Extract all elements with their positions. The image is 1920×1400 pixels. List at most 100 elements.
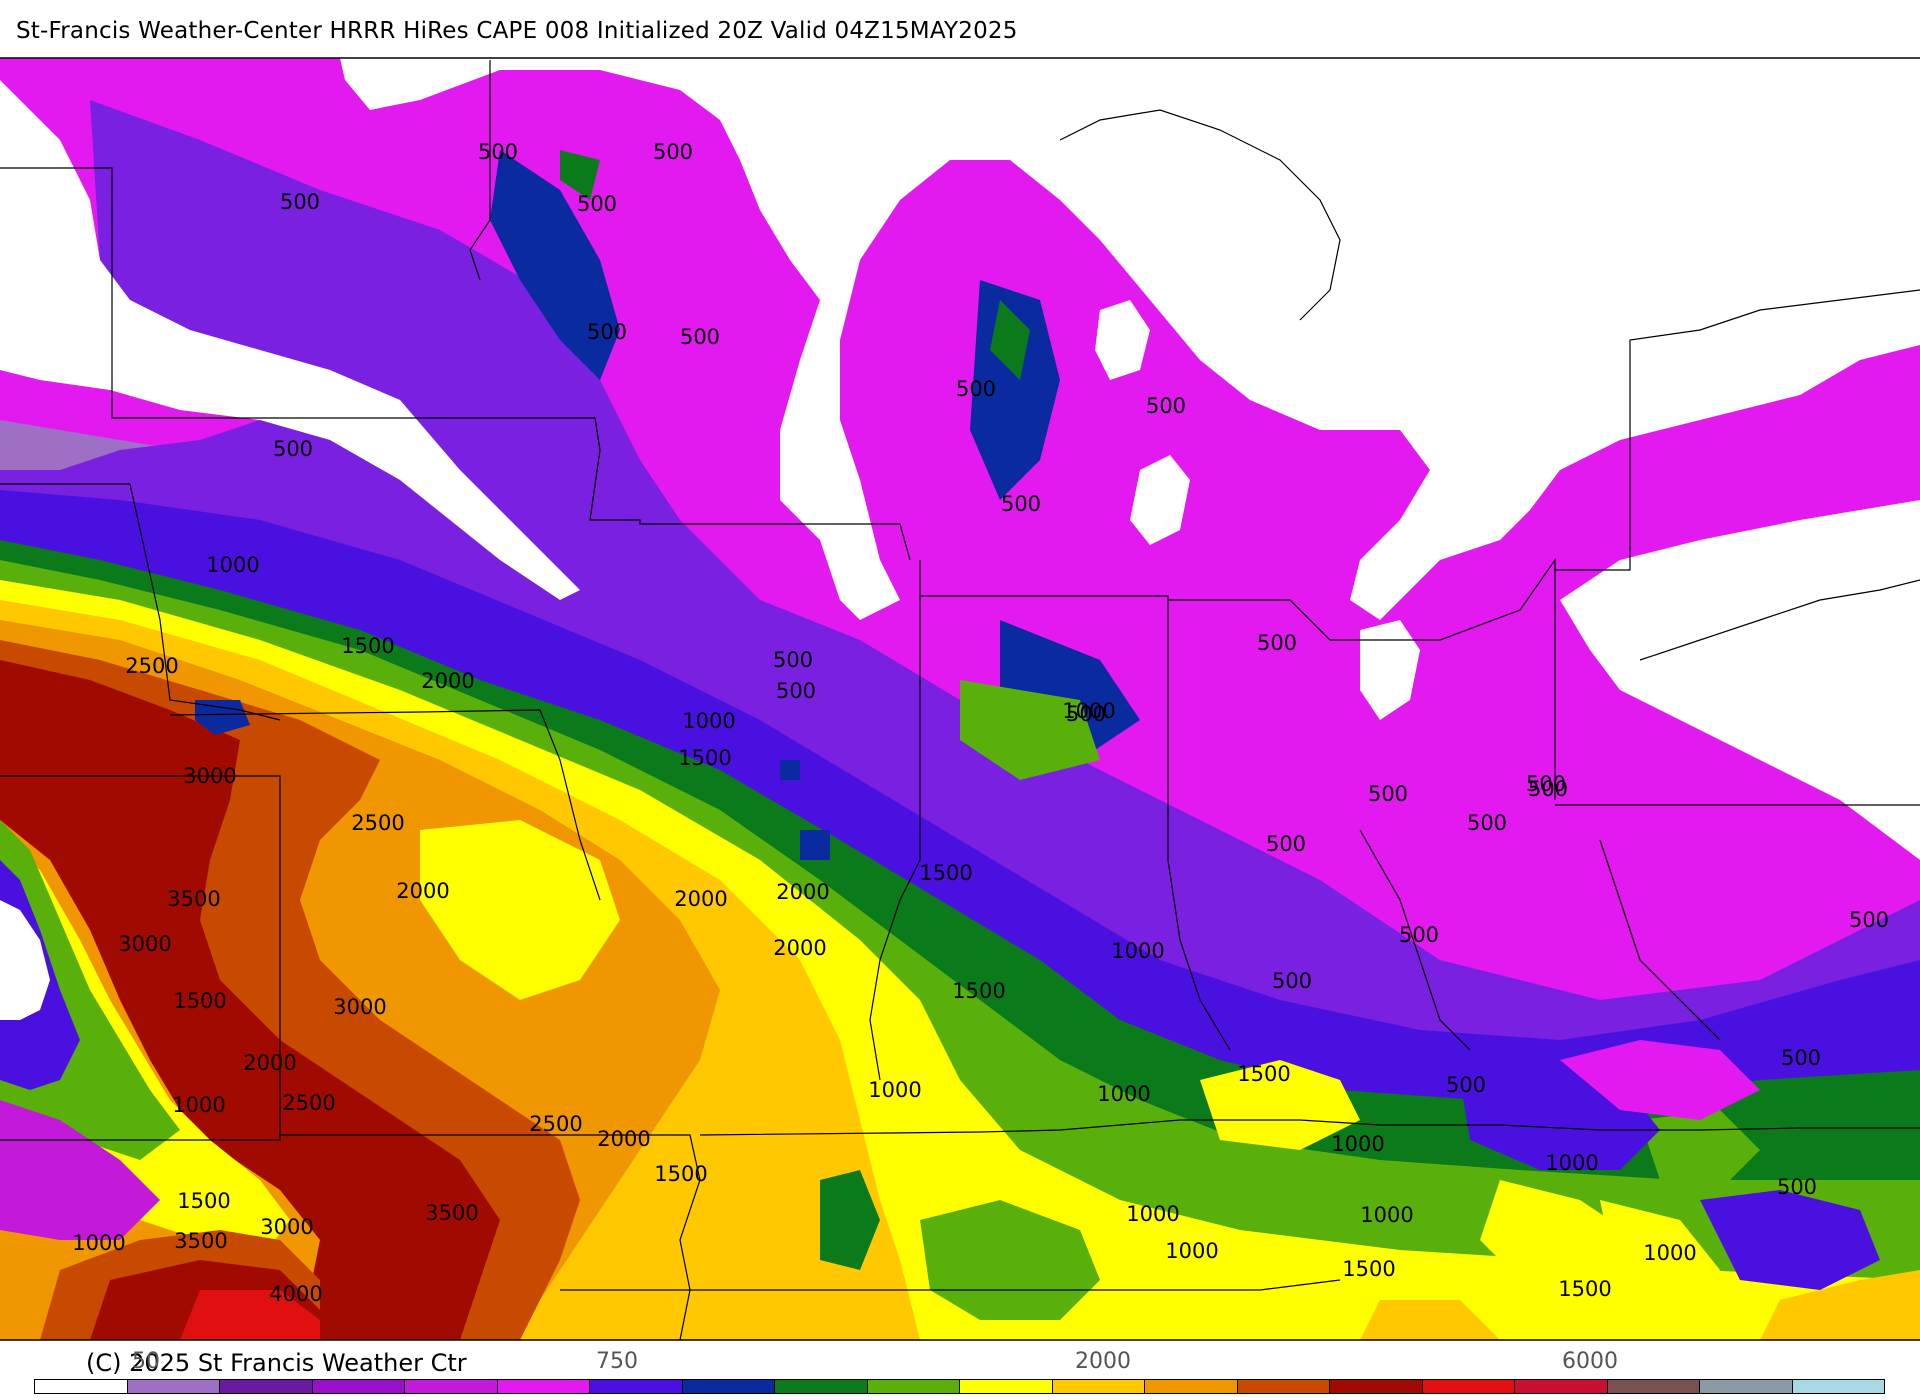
contour-label: 500 (478, 140, 518, 164)
colorbar-swatch (1792, 1380, 1884, 1393)
border-line-11 (699, 1119, 1920, 1136)
contour-label: 2000 (421, 669, 474, 693)
border-line-14 (469, 60, 491, 281)
contour-label: 500 (1399, 923, 1439, 947)
cape-band-yellow (1200, 1060, 1720, 1310)
contour-label: 2000 (243, 1051, 296, 1075)
contour-label: 2500 (125, 654, 178, 678)
colorbar-swatch (1237, 1380, 1330, 1393)
cape-band-gold (1360, 1270, 1920, 1340)
contour-label: 500 (1446, 1073, 1486, 1097)
contour-label: 1000 (1331, 1132, 1384, 1156)
colorbar-swatch (1515, 1380, 1608, 1393)
contour-label: 1500 (1237, 1062, 1290, 1086)
contour-label: 1000 (682, 709, 735, 733)
colorbar-swatch (775, 1380, 868, 1393)
border-line-17 (1639, 579, 1920, 661)
contour-label: 2500 (282, 1091, 335, 1115)
colorbar-swatch (1052, 1380, 1145, 1393)
contour-label: 1000 (1097, 1082, 1150, 1106)
colorbar-swatch (867, 1380, 960, 1393)
white-area-west (0, 80, 580, 600)
border-line-1 (0, 167, 911, 561)
white-area-island-3 (1360, 620, 1420, 720)
scale-tick-label: 2000 (1075, 1349, 1131, 1374)
scale-tick-label: 750 (596, 1349, 638, 1374)
colorbar-swatch (682, 1380, 775, 1393)
contour-label: 1500 (919, 861, 972, 885)
white-area-island-2 (1130, 455, 1190, 545)
contour-label: 3000 (260, 1215, 313, 1239)
contour-label: 500 (280, 190, 320, 214)
contour-label: 1500 (341, 634, 394, 658)
contour-label: 500 (1777, 1175, 1817, 1199)
border-line-2 (0, 483, 281, 721)
cape-band-magenta (1560, 1040, 1760, 1120)
contour-label: 3000 (183, 764, 236, 788)
contour-label: 1000 (1360, 1203, 1413, 1227)
contour-label: 500 (1257, 631, 1297, 655)
colorbar-swatch (35, 1380, 128, 1393)
contour-label: 1000 (1062, 699, 1115, 723)
contour-label: 3000 (333, 995, 386, 1019)
white-area-east (1560, 500, 1920, 860)
scale-tick-label: 6000 (1562, 1349, 1618, 1374)
contour-label: 500 (1066, 702, 1106, 726)
contour-label: 500 (653, 140, 693, 164)
contour-label: 3500 (167, 887, 220, 911)
contour-label: 500 (577, 192, 617, 216)
contour-label: 3500 (425, 1201, 478, 1225)
contour-label: 500 (1526, 772, 1566, 796)
copyright-label: (C) 2025 St Francis Weather Ctr (86, 1349, 467, 1377)
contour-label: 2500 (529, 1112, 582, 1136)
colorbar-swatch (405, 1380, 498, 1393)
no-data-areas (0, 58, 1920, 1020)
border-line-15 (1359, 829, 1471, 1051)
contour-label: 2000 (396, 879, 449, 903)
white-area-lake-superior (340, 58, 1920, 620)
contour-label: 500 (587, 320, 627, 344)
contour-label: 500 (773, 648, 813, 672)
cape-band-purple (0, 1100, 160, 1240)
contour-label: 1500 (952, 979, 1005, 1003)
colorbar-swatch (1607, 1380, 1700, 1393)
border-line-5 (280, 1134, 701, 1340)
contour-label: 1000 (1643, 1241, 1696, 1265)
contour-label: 500 (1272, 969, 1312, 993)
border-line-10 (1555, 289, 1920, 571)
colorbar-swatch (960, 1380, 1053, 1393)
contour-label: 1000 (72, 1231, 125, 1255)
contour-label: 1000 (1111, 939, 1164, 963)
colorbar-swatch (312, 1380, 405, 1393)
contour-label: 500 (776, 679, 816, 703)
contour-label: 3000 (118, 932, 171, 956)
contour-label: 500 (956, 377, 996, 401)
contour-label: 2000 (776, 880, 829, 904)
contour-label: 1500 (1342, 1257, 1395, 1281)
white-area-southwest (0, 900, 50, 1020)
contour-label: 500 (1467, 811, 1507, 835)
border-line-7 (920, 595, 1231, 1051)
contour-label: 1500 (1558, 1277, 1611, 1301)
contour-label: 3500 (174, 1229, 227, 1253)
contour-label: 2500 (351, 811, 404, 835)
contour-label: 500 (1781, 1046, 1821, 1070)
contour-label: 4000 (269, 1282, 322, 1306)
border-line-3 (0, 775, 281, 1141)
contour-label: 1000 (868, 1078, 921, 1102)
cape-band-navy (490, 150, 1140, 760)
contour-label: 500 (1849, 908, 1889, 932)
colorbar-swatch (590, 1380, 683, 1393)
contour-label: 1000 (1165, 1239, 1218, 1263)
colorbar-swatch (1330, 1380, 1423, 1393)
contour-label: 2000 (773, 936, 826, 960)
white-area-island-1 (1095, 300, 1150, 380)
border-line-6 (869, 560, 921, 1081)
border-line-4 (169, 709, 601, 901)
contour-label: 500 (1146, 394, 1186, 418)
contour-label: 500 (1001, 492, 1041, 516)
cape-colorbar (34, 1379, 1885, 1394)
colorbar-swatch (497, 1380, 590, 1393)
border-line-18 (1059, 109, 1341, 321)
